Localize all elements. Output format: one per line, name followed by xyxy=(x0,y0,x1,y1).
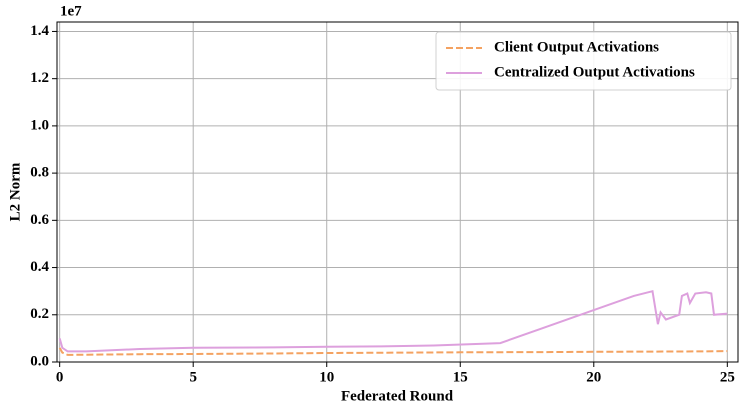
x-tick-label: 0 xyxy=(56,369,64,385)
y-tick-label: 1.0 xyxy=(30,117,49,133)
y-tick-label: 0.2 xyxy=(30,306,49,322)
legend-label: Centralized Output Activations xyxy=(494,64,695,80)
y-tick-label: 0.8 xyxy=(30,165,49,181)
x-tick-label: 20 xyxy=(586,369,601,385)
x-axis-label: Federated Round xyxy=(341,388,454,404)
x-tick-label: 15 xyxy=(453,369,468,385)
x-tick-label: 10 xyxy=(319,369,334,385)
y-tick-label: 1.4 xyxy=(30,23,49,39)
line xyxy=(58,289,728,353)
y-axis-label: L2 Norm xyxy=(7,162,23,221)
line xyxy=(58,347,728,356)
plot-frame xyxy=(56,21,739,363)
y-tick-label: 0.6 xyxy=(30,212,49,228)
y-tick-label: 0.0 xyxy=(30,353,49,369)
y-tick-label: 0.4 xyxy=(30,259,49,275)
x-tick-label: 5 xyxy=(189,369,197,385)
y-tick-label: 1.2 xyxy=(30,70,49,86)
legend-label: Client Output Activations xyxy=(494,39,659,55)
offset-label: 1e7 xyxy=(60,3,82,19)
x-tick-label: 25 xyxy=(720,369,735,385)
legend-box xyxy=(435,31,732,91)
